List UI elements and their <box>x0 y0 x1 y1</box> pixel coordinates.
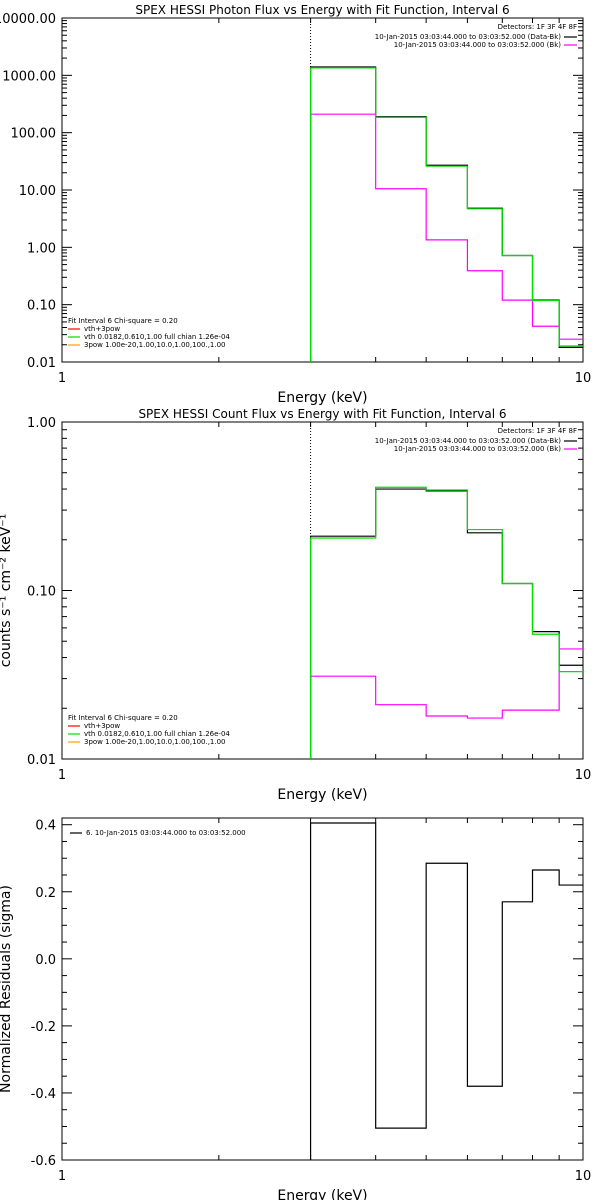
legend-top-right: Detectors: 1F 3F 4F 8F 10-Jan-2015 03:03:… <box>375 427 577 453</box>
y-tick-label: 10000.00 <box>0 12 56 27</box>
chart-title: SPEX HESSI Count Flux vs Energy with Fit… <box>138 407 506 421</box>
y-tick-label: 1.00 <box>27 416 56 431</box>
legend-item-label: 10-Jan-2015 03:03:44.000 to 03:03:52.000… <box>375 437 562 445</box>
y-tick-label: 1.00 <box>27 241 56 256</box>
series-1-step-line <box>311 489 583 759</box>
series-2-step-line <box>311 649 583 759</box>
y-tick-label: 0.10 <box>27 585 56 600</box>
y-tick-label: -0.4 <box>31 1087 56 1102</box>
series-3-step-line <box>311 487 583 759</box>
legend-item-label: 10-Jan-2015 03:03:44.000 to 03:03:52.000… <box>394 41 562 49</box>
plot-frame <box>62 422 583 759</box>
x-tick-label: 10 <box>575 1169 592 1184</box>
y-tick-label: 0.0 <box>35 953 56 968</box>
y-tick-label: 0.01 <box>27 356 56 371</box>
y-tick-label: -0.6 <box>31 1154 56 1169</box>
x-tick-label: 1 <box>58 1169 66 1184</box>
series-3-step-line <box>311 68 583 362</box>
x-tick-label: 1 <box>58 371 66 386</box>
legend-item-label: 10-Jan-2015 03:03:44.000 to 03:03:52.000… <box>394 445 562 453</box>
y-axis-label: counts s⁻¹ cm⁻² keV⁻¹ <box>0 514 14 668</box>
y-tick-label: 10.00 <box>19 184 56 199</box>
legend-bottom-left: Fit Interval 6 Chi-square = 0.20vth+3pow… <box>68 317 230 349</box>
legend-item-label: vth+3pow <box>84 722 120 730</box>
plot-frame <box>62 818 583 1160</box>
x-tick-label: 10 <box>575 371 592 386</box>
legend-header: Fit Interval 6 Chi-square = 0.20 <box>68 714 178 722</box>
y-tick-label: 0.10 <box>27 299 56 314</box>
legend-header: Detectors: 1F 3F 4F 8F <box>498 23 577 31</box>
x-axis-label: Energy (keV) <box>277 390 367 406</box>
legend-item-label: 3pow 1.00e-20,1.00,10.0,1.00,100.,1.00 <box>84 738 226 746</box>
legend-item-label: vth 0.0182,0.610,1.00 full chian 1.26e-0… <box>84 333 230 341</box>
panel-2: SPEX HESSI Count Flux vs Energy with Fit… <box>0 407 591 803</box>
x-axis-label: Energy (keV) <box>277 787 367 803</box>
y-tick-label: -0.2 <box>31 1020 56 1035</box>
legend-item-label: 6. 10-Jan-2015 03:03:44.000 to 03:03:52.… <box>86 829 246 837</box>
series-2-step-line <box>311 114 583 362</box>
legend-item-label: 10-Jan-2015 03:03:44.000 to 03:03:52.000… <box>375 33 562 41</box>
chart-title: SPEX HESSI Photon Flux vs Energy with Fi… <box>135 3 509 17</box>
y-axis-label: Normalized Residuals (sigma) <box>0 885 14 1093</box>
x-axis-label: Energy (keV) <box>277 1188 367 1200</box>
data-layer <box>311 823 583 1160</box>
y-tick-label: 0.01 <box>27 753 56 768</box>
legend-header: Fit Interval 6 Chi-square = 0.20 <box>68 317 178 325</box>
data-layer <box>311 422 583 759</box>
legend-item-label: vth+3pow <box>84 325 120 333</box>
legend-bottom-left: Fit Interval 6 Chi-square = 0.20vth+3pow… <box>68 714 230 746</box>
series-1-step-line <box>311 823 583 1160</box>
series-1-step-line <box>311 67 583 362</box>
y-tick-label: 0.2 <box>35 886 56 901</box>
y-tick-label: 100.00 <box>11 127 57 142</box>
panel-1: SPEX HESSI Photon Flux vs Energy with Fi… <box>0 3 591 406</box>
legend-item-label: vth 0.0182,0.610,1.00 full chian 1.26e-0… <box>84 730 230 738</box>
plot-frame <box>62 18 583 362</box>
legend-item-label: 3pow 1.00e-20,1.00,10.0,1.00,100.,1.00 <box>84 341 226 349</box>
legend-top-right: Detectors: 1F 3F 4F 8F 10-Jan-2015 03:03:… <box>375 23 577 49</box>
panel-3: 1 10 Energy (keV) 0.4 0.2 0.0 -0.2 -0.4 -0.6 Norm… <box>0 818 591 1200</box>
legend-top-left: 6. 10-Jan-2015 03:03:44.000 to 03:03:52.… <box>70 829 246 837</box>
x-tick-label: 10 <box>575 768 592 783</box>
y-tick-label: 1000.00 <box>2 69 56 84</box>
data-layer <box>311 18 583 362</box>
legend-header: Detectors: 1F 3F 4F 8F <box>498 427 577 435</box>
x-tick-label: 1 <box>58 768 66 783</box>
y-tick-label: 0.4 <box>35 819 56 834</box>
